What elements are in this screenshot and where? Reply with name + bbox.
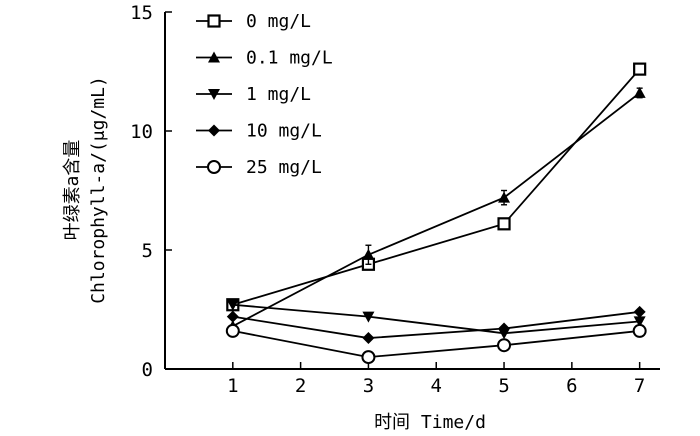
legend: 0 mg/L 0.1 mg/L 1 mg/L 10 mg/L 25 mg/L (196, 11, 333, 178)
x-tick-label: 7 (634, 375, 645, 397)
legend-item-0-mg-l: 0 mg/L (196, 11, 311, 32)
series-25-mg-l (225, 323, 647, 365)
y-tick-label: 5 (142, 240, 153, 262)
data-point (498, 191, 511, 203)
data-point (362, 332, 375, 345)
data-point (633, 316, 646, 328)
legend-marker (207, 160, 221, 174)
legend-marker (207, 14, 221, 28)
x-axis-title: 时间 Time/d (374, 412, 486, 433)
series-line (232, 310, 640, 339)
y-tick-label: 10 (130, 121, 153, 143)
y-tick-label: 15 (130, 2, 153, 24)
series-line (232, 303, 640, 335)
legend-marker (208, 124, 220, 137)
x-tick-label: 5 (498, 375, 509, 397)
x-tick-label: 6 (566, 375, 577, 397)
legend-label: 25 mg/L (246, 157, 322, 178)
series-10-mg-l (226, 305, 646, 345)
y-axis-title-en: Chlorophyll-a/(μg/mL) (88, 76, 109, 304)
data-point (362, 248, 375, 260)
y-axis-title: 叶绿素a含量 (62, 140, 83, 241)
x-tick-label: 1 (227, 375, 238, 397)
data-point (633, 305, 646, 318)
y-axis-title-en-group: Chlorophyll-a/(μg/mL) (88, 76, 109, 304)
data-point (497, 217, 511, 231)
legend-label: 0.1 mg/L (246, 48, 333, 69)
x-tick-label: 2 (295, 375, 306, 397)
x-tick-label: 3 (363, 375, 374, 397)
y-axis-title-cn: 叶绿素a含量 (62, 140, 83, 241)
data-point (226, 310, 239, 323)
y-tick-label: 0 (142, 359, 153, 381)
legend-marker (208, 89, 220, 100)
legend-label: 10 mg/L (246, 121, 322, 142)
data-point (361, 350, 376, 365)
x-tick-label: 4 (431, 375, 442, 397)
data-point (498, 322, 511, 335)
axes (164, 12, 660, 370)
legend-item-1-mg-l: 1 mg/L (196, 84, 311, 105)
legend-item-0-1-mg-l: 0.1 mg/L (196, 48, 333, 69)
data-point (632, 323, 647, 338)
legend-marker (208, 51, 220, 63)
series-line (232, 68, 641, 306)
data-point (633, 86, 646, 98)
ticks: 1 2 3 4 5 6 7 0 5 10 15 (130, 2, 645, 397)
series-layer (225, 62, 647, 365)
legend-item-10-mg-l: 10 mg/L (196, 121, 322, 142)
data-point (226, 299, 239, 311)
legend-label: 1 mg/L (246, 84, 311, 105)
series-line (232, 330, 640, 359)
series-line (232, 92, 641, 327)
legend-item-25-mg-l: 25 mg/L (196, 157, 322, 178)
data-point (633, 62, 647, 76)
legend-label: 0 mg/L (246, 11, 311, 32)
data-point (362, 311, 375, 323)
data-point (497, 338, 512, 353)
data-point (225, 323, 240, 338)
